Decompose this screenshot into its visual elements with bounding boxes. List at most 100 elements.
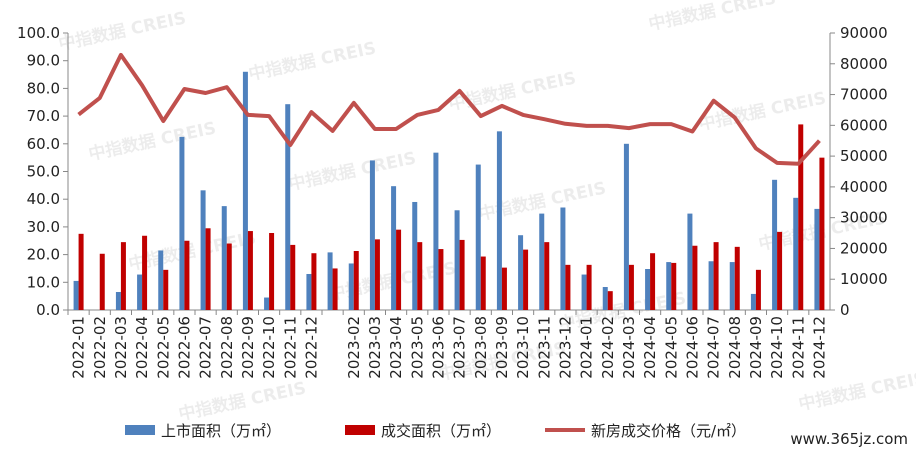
bar xyxy=(264,297,270,310)
x-tick-label: 2024-04 xyxy=(641,316,659,379)
bar xyxy=(120,242,126,310)
bar xyxy=(772,179,778,310)
bar xyxy=(247,231,253,310)
bar xyxy=(242,71,248,310)
y-tick-label: 0.0 xyxy=(36,301,60,319)
x-tick-label: 2022-04 xyxy=(133,316,151,379)
bar xyxy=(142,235,148,310)
bar xyxy=(729,262,735,310)
bar xyxy=(353,250,359,310)
bar xyxy=(438,249,444,310)
bar xyxy=(814,208,820,310)
bar xyxy=(755,269,761,310)
x-tick-label: 2022-08 xyxy=(218,316,236,379)
bar xyxy=(348,263,354,310)
bar xyxy=(78,233,84,310)
x-tick-label: 2023-05 xyxy=(408,316,426,379)
y2-tick-label: 10000 xyxy=(840,270,888,288)
x-tick-label: 2024-09 xyxy=(747,316,765,379)
y2-tick-label: 60000 xyxy=(840,116,888,134)
x-tick-label: 2023-11 xyxy=(535,316,553,379)
bar xyxy=(475,164,481,310)
bar xyxy=(205,228,211,310)
bar xyxy=(226,243,232,310)
bar xyxy=(496,131,502,310)
x-tick-label: 2022-09 xyxy=(239,316,257,379)
x-tick-label: 2022-10 xyxy=(260,316,278,379)
bar xyxy=(163,269,169,310)
bar xyxy=(221,206,227,310)
x-tick-label: 2023-02 xyxy=(345,316,363,379)
bar xyxy=(628,264,634,310)
y-tick-label: 10.0 xyxy=(27,273,60,291)
bar xyxy=(560,207,566,310)
bar xyxy=(412,201,418,310)
x-tick-label: 2023-04 xyxy=(387,316,405,379)
bar xyxy=(798,124,804,310)
x-tick-label: 2024-05 xyxy=(662,316,680,379)
x-tick-label: 2024-12 xyxy=(810,316,828,379)
bar xyxy=(480,256,486,310)
bar xyxy=(73,280,79,310)
x-tick-label: 2024-10 xyxy=(768,316,786,379)
legend-swatch xyxy=(345,425,375,435)
y-tick-label: 40.0 xyxy=(27,190,60,208)
x-tick-label: 2023-08 xyxy=(472,316,490,379)
x-tick-label: 2024-06 xyxy=(683,316,701,379)
bar xyxy=(623,143,629,310)
y2-tick-label: 20000 xyxy=(840,239,888,257)
x-tick-label: 2022-03 xyxy=(112,316,130,379)
y-tick-label: 100.0 xyxy=(17,24,60,42)
source-badge: www.365jz.com xyxy=(790,430,908,448)
x-tick-label: 2023-10 xyxy=(514,316,532,379)
bar xyxy=(645,269,651,310)
y2-tick-label: 80000 xyxy=(840,55,888,73)
y2-tick-label: 50000 xyxy=(840,147,888,165)
watermark: 中指数据 CREIS xyxy=(247,37,378,85)
y-tick-label: 60.0 xyxy=(27,135,60,153)
x-tick-label: 2024-07 xyxy=(705,316,723,379)
bar xyxy=(750,293,756,310)
bar xyxy=(650,253,656,310)
y-tick-label: 70.0 xyxy=(27,107,60,125)
x-tick-label: 2022-01 xyxy=(70,316,88,379)
bar xyxy=(692,245,698,310)
bar xyxy=(417,242,423,310)
bar xyxy=(518,235,524,310)
legend-swatch xyxy=(125,425,155,435)
y-tick-label: 90.0 xyxy=(27,52,60,70)
x-tick-label: 2024-11 xyxy=(789,316,807,379)
bar xyxy=(523,249,529,310)
bar xyxy=(819,157,825,310)
bar xyxy=(713,242,719,310)
y2-tick-label: 30000 xyxy=(840,209,888,227)
bar xyxy=(586,264,592,310)
y-tick-label: 50.0 xyxy=(27,163,60,181)
watermark: 中指数据 CREIS xyxy=(57,7,188,55)
bar xyxy=(200,190,206,310)
bar xyxy=(332,268,338,310)
line-series xyxy=(77,52,821,166)
x-tick-label: 2024-08 xyxy=(726,316,744,379)
bar xyxy=(115,291,121,310)
bar xyxy=(671,262,677,310)
y2-tick-label: 90000 xyxy=(840,24,888,42)
watermark: 中指数据 CREIS xyxy=(697,87,828,135)
y2-tick-label: 0 xyxy=(840,301,850,319)
bar xyxy=(285,104,291,311)
legend-label: 上市面积（万㎡） xyxy=(161,422,281,440)
bar xyxy=(137,274,143,310)
bar xyxy=(327,252,333,310)
x-tick-label: 2024-01 xyxy=(578,316,596,379)
y-tick-label: 30.0 xyxy=(27,218,60,236)
bar xyxy=(396,229,402,310)
bar xyxy=(179,136,185,310)
bar xyxy=(565,264,571,310)
x-tick-label: 2023-03 xyxy=(366,316,384,379)
bar xyxy=(290,244,296,310)
x-tick-label: 2022-07 xyxy=(197,316,215,379)
bar xyxy=(666,262,672,310)
bar xyxy=(184,240,190,310)
x-tick-label: 2023-06 xyxy=(429,316,447,379)
